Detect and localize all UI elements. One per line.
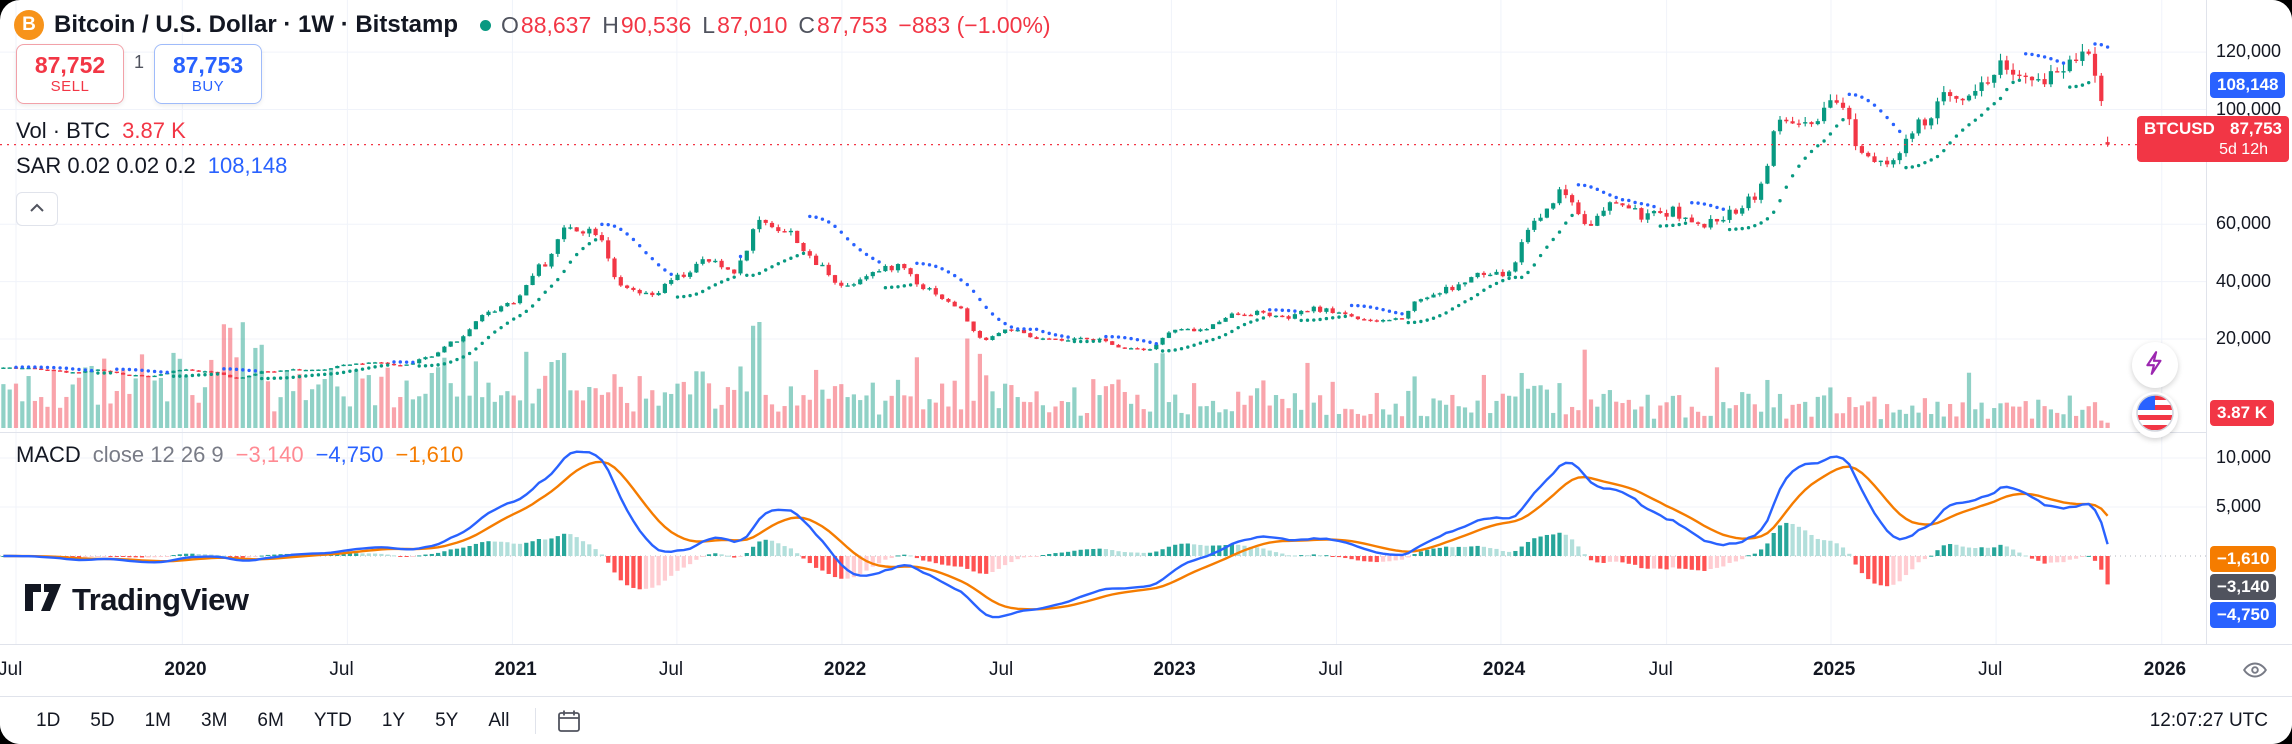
lightning-icon <box>2142 350 2168 381</box>
range-button-ytd[interactable]: YTD <box>302 706 364 736</box>
price-tick-label: 20,000 <box>2216 328 2272 349</box>
tradingview-logo-text: TradingView <box>72 582 249 617</box>
bitcoin-icon: B <box>14 10 44 40</box>
time-tick-label: 2024 <box>1482 659 1526 680</box>
volume-legend-value: 3.87 K <box>122 118 186 143</box>
last-price-badge: BTCUSD 87,753 5d 12h <box>2137 116 2289 162</box>
sar-value-badge: 108,148 <box>2210 72 2286 98</box>
macd-line-value: −4,750 <box>315 442 384 467</box>
volume-legend-label: Vol · BTC <box>16 118 111 143</box>
last-price-badge-symbol: BTCUSD <box>2144 119 2215 138</box>
sar-legend-label: SAR 0.02 0.02 0.2 <box>16 153 196 178</box>
time-tick-label: 2023 <box>1153 659 1196 680</box>
price-axis[interactable]: 108,148 BTCUSD 87,753 5d 12h 3.87 K 120,… <box>2137 0 2292 644</box>
trade-buttons: 87,752 SELL 1 87,753 BUY <box>16 44 263 104</box>
chevron-up-icon <box>29 200 45 218</box>
range-buttons: 1D 5D 1M 3M 6M YTD 1Y 5Y All <box>24 706 521 736</box>
sell-button[interactable]: 87,752 SELL <box>16 44 124 104</box>
range-button-1m[interactable]: 1M <box>133 706 183 736</box>
macd-hist-value: −3,140 <box>235 442 304 467</box>
price-tick-label: 40,000 <box>2216 270 2272 291</box>
calendar-icon[interactable] <box>550 707 588 735</box>
time-tick-label: Jul <box>1978 659 2003 680</box>
volume-value-badge: 3.87 K <box>2210 400 2275 426</box>
macd-value-badge: −3,140 <box>2210 574 2277 600</box>
time-tick-label: Jul <box>1318 659 1343 680</box>
ohlc-change: −883 (−1.00%) <box>898 11 1051 38</box>
price-tick-label: 100,000 <box>2216 98 2282 119</box>
boost-button[interactable] <box>2132 342 2178 388</box>
ohlc-low: L87,010 <box>702 11 788 38</box>
sar-legend-value: 108,148 <box>207 153 288 178</box>
time-tick-label: Jul <box>1648 659 1673 680</box>
range-button-1d[interactable]: 1D <box>24 706 72 736</box>
pane-divider[interactable] <box>0 432 2292 433</box>
macd-tick-label: 10,000 <box>2216 447 2272 467</box>
buy-button[interactable]: 87,753 BUY <box>154 44 263 104</box>
macd-value-badge: −1,610 <box>2210 546 2277 572</box>
macd-signal-value: −1,610 <box>395 442 464 467</box>
macd-legend-name: MACD <box>16 442 81 467</box>
symbol-title[interactable]: Bitcoin / U.S. Dollar · 1W · Bitstamp <box>54 11 459 38</box>
time-tick-label: Jul <box>988 659 1014 680</box>
sell-price: 87,752 <box>34 51 106 78</box>
bar-countdown: 5d 12h <box>2219 141 2268 158</box>
time-tick-label: Jul <box>0 659 23 680</box>
buy-price: 87,753 <box>172 51 244 78</box>
price-tick-label: 120,000 <box>2216 41 2282 62</box>
eye-icon[interactable] <box>2242 657 2268 688</box>
ohlc-close: C87,753 <box>798 11 888 38</box>
range-button-3m[interactable]: 3M <box>189 706 239 736</box>
sar-legend[interactable]: SAR 0.02 0.02 0.2 108,148 <box>16 153 287 179</box>
ohlc-open: O88,637 <box>501 11 592 38</box>
last-price-badge-price: 87,753 <box>2230 119 2282 138</box>
macd-tick-label: 5,000 <box>2216 496 2262 516</box>
macd-legend[interactable]: MACD close 12 26 9 −3,140 −4,750 −1,610 <box>16 442 463 468</box>
flag-icon <box>2135 393 2175 438</box>
market-status-icon[interactable] <box>480 19 492 31</box>
time-axis[interactable]: Jul 2020 Jul 2021 Jul 2022 Jul 2023 Jul 2024 Jul 20… <box>0 644 2292 697</box>
toolbar-divider <box>535 707 537 734</box>
ohlc-values: O88,637 H90,536 L87,010 C87,753 −883 (−1… <box>501 12 1051 39</box>
collapse-indicators-button[interactable] <box>16 192 58 226</box>
clock[interactable]: 12:07:27 UTC <box>2149 709 2268 731</box>
range-button-1y[interactable]: 1Y <box>370 706 417 736</box>
spread-value: 1 <box>134 52 145 72</box>
time-tick-label: 2021 <box>494 659 537 680</box>
buy-label: BUY <box>191 78 225 96</box>
ohlc-high: H90,536 <box>602 11 692 38</box>
tradingview-mark-icon <box>24 583 62 618</box>
range-button-6m[interactable]: 6M <box>245 706 295 736</box>
time-tick-label: 2020 <box>164 659 207 680</box>
chart-area[interactable]: B Bitcoin / U.S. Dollar · 1W · Bitstamp … <box>0 0 2292 644</box>
tradingview-logo[interactable]: TradingView <box>24 582 249 618</box>
time-tick-label: 2026 <box>2143 659 2187 680</box>
price-chart-canvas[interactable] <box>0 0 2206 644</box>
range-button-all[interactable]: All <box>476 706 521 736</box>
macd-legend-params: close 12 26 9 <box>92 442 224 467</box>
range-button-5y[interactable]: 5Y <box>423 706 470 736</box>
time-tick-label: 2025 <box>1813 659 1856 680</box>
flag-button[interactable] <box>2132 392 2178 438</box>
time-tick-label: 2022 <box>823 659 867 680</box>
bottom-toolbar: 1D 5D 1M 3M 6M YTD 1Y 5Y All 12:07:27 UTC <box>0 696 2292 744</box>
volume-legend[interactable]: Vol · BTC 3.87 K <box>16 118 186 144</box>
sell-label: SELL <box>50 78 90 96</box>
range-button-5d[interactable]: 5D <box>78 706 126 736</box>
price-tick-label: 60,000 <box>2216 213 2272 234</box>
macd-value-badge: −4,750 <box>2210 602 2277 628</box>
symbol-header: B Bitcoin / U.S. Dollar · 1W · Bitstamp … <box>14 10 1051 40</box>
time-tick-label: Jul <box>658 659 684 680</box>
time-tick-label: Jul <box>329 659 354 680</box>
